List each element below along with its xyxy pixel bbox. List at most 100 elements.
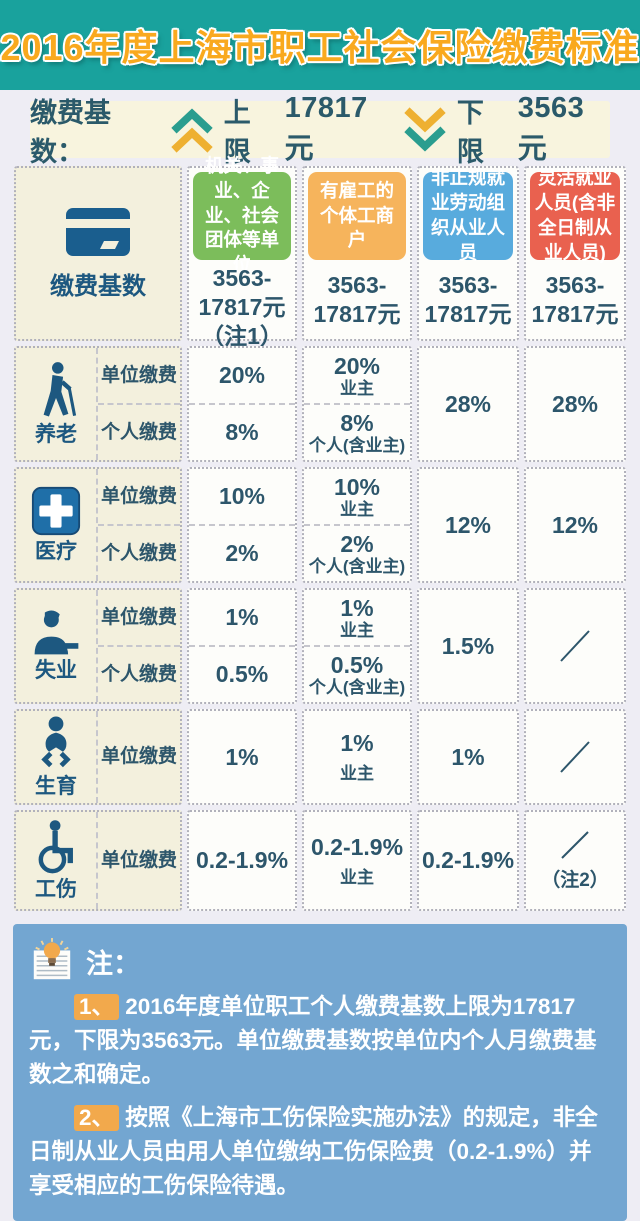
maternity-units-cell: 1% bbox=[187, 709, 297, 805]
personal-contribution-label: 个人缴费 bbox=[98, 645, 180, 702]
column-block-flexible: 灵活就业人员(含非全日制从业人员) 3563-17817元 bbox=[524, 166, 626, 341]
unit-rate: 1% 业主 bbox=[340, 594, 374, 640]
unemployed-person-icon bbox=[34, 610, 79, 655]
row-pension: 养老 单位缴费 个人缴费 20% 8% 20% 业主 8% 个人(含业主) 28… bbox=[14, 346, 626, 462]
notes-header: 注： bbox=[29, 938, 611, 984]
baby-icon bbox=[41, 716, 71, 768]
unemployment-icon-zone: 失业 bbox=[16, 590, 98, 702]
pension-sublabels: 单位缴费 个人缴费 bbox=[98, 348, 180, 460]
insurance-table: 缴费基数 机关、事业、企业、社会团体等单位 3563-17817元 （注1） 有… bbox=[14, 155, 626, 911]
row-work-injury: 工伤 单位缴费 0.2-1.9% 0.2-1.9% 业主 0.2-1.9% （注… bbox=[14, 810, 626, 911]
base-value-self-employed: 3563-17817元 bbox=[308, 260, 406, 335]
base-value-units: 3563-17817元 （注1） bbox=[193, 260, 291, 350]
note-number-badge: 2、 bbox=[74, 1104, 120, 1131]
unit-rate: 1% bbox=[225, 604, 259, 631]
work-injury-self-employed-cell: 0.2-1.9% 业主 bbox=[302, 810, 412, 911]
row-unemployment: 失业 单位缴费 个人缴费 1% 0.5% 1% 业主 0.5% 个人(含业主) … bbox=[14, 588, 626, 704]
row-maternity-header-cell: 生育 单位缴费 bbox=[14, 709, 182, 805]
base-value-text: 3563-17817元 bbox=[198, 265, 286, 320]
unemployment-informal-cell: 1.5% bbox=[417, 588, 519, 704]
table-header-and-base-row: 缴费基数 机关、事业、企业、社会团体等单位 3563-17817元 （注1） 有… bbox=[14, 155, 626, 349]
column-header-self-employed: 有雇工的个体工商户 bbox=[308, 172, 406, 260]
row-medical: 医疗 单位缴费 个人缴费 10% 2% 10% 业主 2% 个人(含业主) 12… bbox=[14, 467, 626, 583]
medical-self-employed-cell: 10% 业主 2% 个人(含业主) bbox=[302, 467, 412, 583]
work-injury-informal-cell: 0.2-1.9% bbox=[417, 810, 519, 911]
row-label: 失业 bbox=[35, 659, 77, 683]
pension-icon-zone: 养老 bbox=[16, 348, 98, 460]
medical-units-cell: 10% 2% bbox=[187, 467, 297, 583]
unit-contribution-label: 单位缴费 bbox=[100, 364, 177, 386]
work-injury-flexible-cell: （注2） bbox=[524, 810, 626, 911]
row-work-injury-header-cell: 工伤 单位缴费 bbox=[14, 810, 182, 911]
maternity-flexible-cell bbox=[524, 709, 626, 805]
wheelchair-icon bbox=[38, 820, 73, 874]
upper-limit-label: 上限 bbox=[223, 97, 251, 167]
title-banner: 2016年度上海市职工社会保险缴费标准 bbox=[0, 0, 640, 90]
unemployment-sublabels: 单位缴费 个人缴费 bbox=[98, 590, 180, 702]
medical-flexible-cell: 12% bbox=[524, 467, 626, 583]
base-value-informal: 3563-17817元 bbox=[423, 260, 513, 335]
column-block-informal: 非正规就业劳动组织从业人员 3563-17817元 bbox=[417, 166, 519, 341]
medical-sublabels: 单位缴费 个人缴费 bbox=[98, 469, 180, 581]
personal-rate: 0.5% bbox=[189, 645, 295, 702]
column-block-self-employed: 有雇工的个体工商户 3563-17817元 bbox=[302, 166, 412, 341]
note-text: 2016年度单位职工个人缴费基数上限为17817元，下限为3563元。单位缴费基… bbox=[29, 994, 597, 1088]
personal-rate: 2% 个人(含业主) bbox=[304, 524, 410, 581]
medical-informal-cell: 12% bbox=[417, 467, 519, 583]
maternity-self-employed-cell: 1% 业主 bbox=[302, 709, 412, 805]
work-injury-note-ref: （注2） bbox=[541, 870, 609, 891]
row-label: 养老 bbox=[35, 423, 77, 447]
unemployment-units-cell: 1% 0.5% bbox=[187, 588, 297, 704]
medical-cross-icon bbox=[31, 487, 81, 536]
column-header-informal: 非正规就业劳动组织从业人员 bbox=[423, 167, 513, 263]
base-label: 缴费基数： bbox=[30, 97, 111, 167]
note-item-1: 1、 2016年度单位职工个人缴费基数上限为17817元，下限为3563元。单位… bbox=[29, 990, 611, 1093]
work-injury-sublabels: 单位缴费 bbox=[98, 812, 180, 909]
work-injury-units-cell: 0.2-1.9% bbox=[187, 810, 297, 911]
row-maternity: 生育 单位缴费 1% 1% 业主 1% bbox=[14, 709, 626, 805]
lower-limit-arrows-icon bbox=[404, 106, 446, 153]
maternity-informal-cell: 1% bbox=[417, 709, 519, 805]
personal-rate: 8% bbox=[189, 403, 295, 460]
column-header-flexible: 灵活就业人员(含非全日制从业人员) bbox=[530, 167, 620, 263]
personal-contribution-label: 个人缴费 bbox=[98, 403, 180, 460]
page-title: 2016年度上海市职工社会保险缴费标准 bbox=[0, 27, 640, 68]
unit-rate: 20% bbox=[218, 362, 266, 389]
unit-contribution-label: 单位缴费 bbox=[100, 746, 177, 768]
note-item-2: 2、 按照《上海市工伤保险实施办法》的规定，非全日制从业人员由用人单位缴纳工伤保… bbox=[29, 1101, 611, 1204]
row-unemployment-header-cell: 失业 单位缴费 个人缴费 bbox=[14, 588, 182, 704]
not-applicable-slash bbox=[561, 831, 589, 859]
unit-rate: 20% 业主 bbox=[333, 352, 381, 398]
base-figures-bar: 缴费基数： 上限 17817元 下限 3563元 bbox=[30, 92, 610, 167]
unit-rate: 10% 业主 bbox=[333, 473, 381, 519]
not-applicable-slash bbox=[560, 630, 590, 662]
bank-card-icon bbox=[66, 208, 130, 257]
base-value-flexible: 3563-17817元 bbox=[530, 260, 620, 335]
personal-contribution-label: 个人缴费 bbox=[98, 524, 180, 581]
base-row-header-cell: 缴费基数 bbox=[14, 166, 182, 341]
notes-panel: 注： 1、 2016年度单位职工个人缴费基数上限为17817元，下限为3563元… bbox=[13, 924, 627, 1221]
pension-flexible-cell: 28% bbox=[524, 346, 626, 462]
row-label: 生育 bbox=[35, 775, 77, 799]
base-value-text: 3563-17817元 bbox=[531, 271, 619, 327]
unemployment-self-employed-cell: 1% 业主 0.5% 个人(含业主) bbox=[302, 588, 412, 704]
not-applicable-slash bbox=[560, 741, 590, 773]
maternity-icon-zone: 生育 bbox=[16, 711, 98, 803]
lower-limit-label: 下限 bbox=[456, 97, 484, 167]
pension-self-employed-cell: 20% 业主 8% 个人(含业主) bbox=[302, 346, 412, 462]
upper-limit-value: 17817元 bbox=[284, 92, 368, 165]
row-label: 医疗 bbox=[35, 540, 77, 564]
maternity-sublabels: 单位缴费 bbox=[98, 711, 180, 803]
column-block-units: 机关、事业、企业、社会团体等单位 3563-17817元 （注1） bbox=[187, 155, 297, 349]
base-value-text: 3563-17817元 bbox=[424, 271, 512, 327]
unemployment-flexible-cell bbox=[524, 588, 626, 704]
row-medical-header-cell: 医疗 单位缴费 个人缴费 bbox=[14, 467, 182, 583]
lower-limit-value: 3563元 bbox=[517, 92, 585, 165]
row-label: 工伤 bbox=[35, 877, 77, 901]
medical-icon-zone: 医疗 bbox=[16, 469, 98, 581]
base-row-label: 缴费基数 bbox=[50, 273, 146, 301]
notes-title: 注： bbox=[86, 948, 140, 979]
upper-limit-arrows-icon bbox=[171, 107, 213, 153]
personal-rate: 2% bbox=[189, 524, 295, 581]
work-injury-icon-zone: 工伤 bbox=[16, 812, 98, 909]
